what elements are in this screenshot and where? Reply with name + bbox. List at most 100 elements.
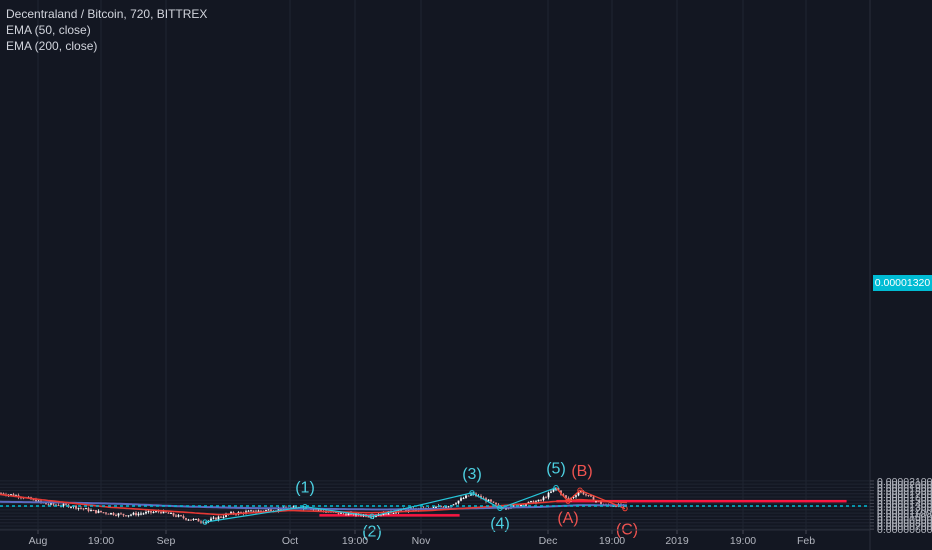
candle-body	[345, 513, 347, 516]
wave-point	[369, 513, 375, 520]
candle-body	[460, 498, 462, 501]
candle-body	[50, 502, 52, 505]
candle-body	[257, 510, 260, 512]
time-axis[interactable]: Aug 19:00 Sep Oct 19:00 Nov Dec 19:00 2019 19:00 F…	[0, 529, 870, 547]
candle-body	[112, 512, 115, 515]
wave-label: (4)	[490, 515, 510, 532]
candle-body	[375, 515, 377, 517]
candle-body	[592, 496, 595, 502]
candle-body	[92, 510, 95, 512]
candle-body	[95, 510, 97, 513]
candle-body	[342, 512, 345, 514]
candle-body	[75, 505, 77, 509]
ema-200-legend: EMA (200, close)	[6, 39, 98, 53]
candle-body	[137, 513, 140, 516]
candle-body	[595, 500, 597, 502]
candle-body	[347, 513, 350, 516]
candle-body	[57, 504, 60, 506]
candle-body	[507, 508, 510, 510]
candle-body	[432, 507, 435, 509]
price-tick-label: 0.00000600	[877, 524, 932, 536]
candle-body	[447, 506, 450, 508]
candle-body	[150, 511, 152, 513]
candle-body	[82, 508, 85, 510]
candle-body	[372, 516, 375, 518]
price-axis[interactable]: 0.000006000.000007000.000008000.00000900…	[869, 0, 932, 550]
candle-body	[105, 512, 107, 514]
candle-body	[582, 491, 585, 495]
candle-body	[445, 506, 447, 508]
time-tick-label: 2019	[665, 535, 689, 547]
candle-body	[115, 514, 117, 516]
candle-body	[557, 488, 560, 491]
time-tick-label: Feb	[797, 535, 815, 547]
candle-body	[380, 514, 382, 516]
time-tick-label: Oct	[282, 535, 298, 547]
candle-body	[77, 507, 80, 509]
candle-body	[210, 518, 212, 521]
candle-body	[495, 502, 497, 505]
candle-body	[185, 518, 187, 520]
price-tick-label: 0.00001100	[877, 508, 932, 520]
candle-body	[195, 518, 197, 520]
candle-body	[537, 499, 540, 502]
candle-body	[197, 518, 200, 522]
candle-body	[587, 495, 590, 497]
candle-body	[12, 494, 15, 496]
candle-body	[142, 513, 145, 515]
candle-body	[277, 508, 280, 511]
ema-200-line	[0, 500, 628, 511]
candle-body	[212, 517, 215, 519]
price-tick-label: 0.00002100	[877, 476, 932, 488]
candle-body	[577, 492, 580, 496]
candle-body	[490, 499, 492, 502]
candle-body	[187, 519, 190, 521]
candle-body	[492, 501, 495, 503]
candle-body	[47, 504, 50, 506]
candle-body	[230, 512, 232, 514]
time-tick-label: Sep	[157, 535, 176, 547]
last-price-badge: 0.00001320	[873, 275, 932, 291]
ema-50-legend: EMA (50, close)	[6, 23, 91, 37]
candle-body	[220, 516, 222, 518]
candle-body	[182, 516, 185, 519]
candle-body	[267, 509, 270, 511]
candle-body	[117, 513, 120, 516]
chart-legend: Decentraland / Bitcoin, 720, BITTREX EMA…	[6, 6, 207, 54]
candle-body	[392, 512, 395, 514]
candle-body	[222, 516, 225, 518]
candle-body	[0, 493, 2, 495]
candle-body	[552, 489, 555, 492]
candle-body	[457, 500, 460, 504]
candle-body	[175, 515, 177, 517]
candle-body	[200, 521, 202, 523]
price-tick-label: 0.00000900	[877, 515, 932, 527]
candle-body	[615, 505, 617, 507]
candle-body	[240, 512, 242, 514]
price-tick-label: 0.00002000	[877, 479, 932, 491]
time-tick-label: 19:00	[730, 535, 756, 547]
candle-body	[90, 510, 92, 512]
price-tick-label: 0.00001000	[877, 511, 932, 523]
candle-body	[102, 512, 105, 514]
candle-body	[260, 510, 262, 512]
candle-body	[317, 509, 320, 511]
candle-body	[62, 503, 65, 506]
candle-body	[360, 514, 362, 516]
abc-point	[565, 498, 571, 504]
candle-body	[180, 515, 182, 517]
candle-body	[370, 516, 372, 518]
price-tick-label: 0.00001300	[877, 502, 932, 514]
candle-body	[177, 515, 180, 517]
candle-body	[555, 488, 557, 490]
candle-body	[405, 509, 407, 512]
candle-body	[145, 511, 147, 514]
candle-body	[140, 513, 142, 515]
candle-body	[135, 512, 137, 516]
time-tick-label: Aug	[29, 535, 48, 547]
candle-body	[87, 508, 90, 512]
abc-label: (B)	[571, 463, 592, 480]
price-tick-label: 0.00001700	[877, 489, 932, 501]
candle-body	[562, 494, 565, 496]
